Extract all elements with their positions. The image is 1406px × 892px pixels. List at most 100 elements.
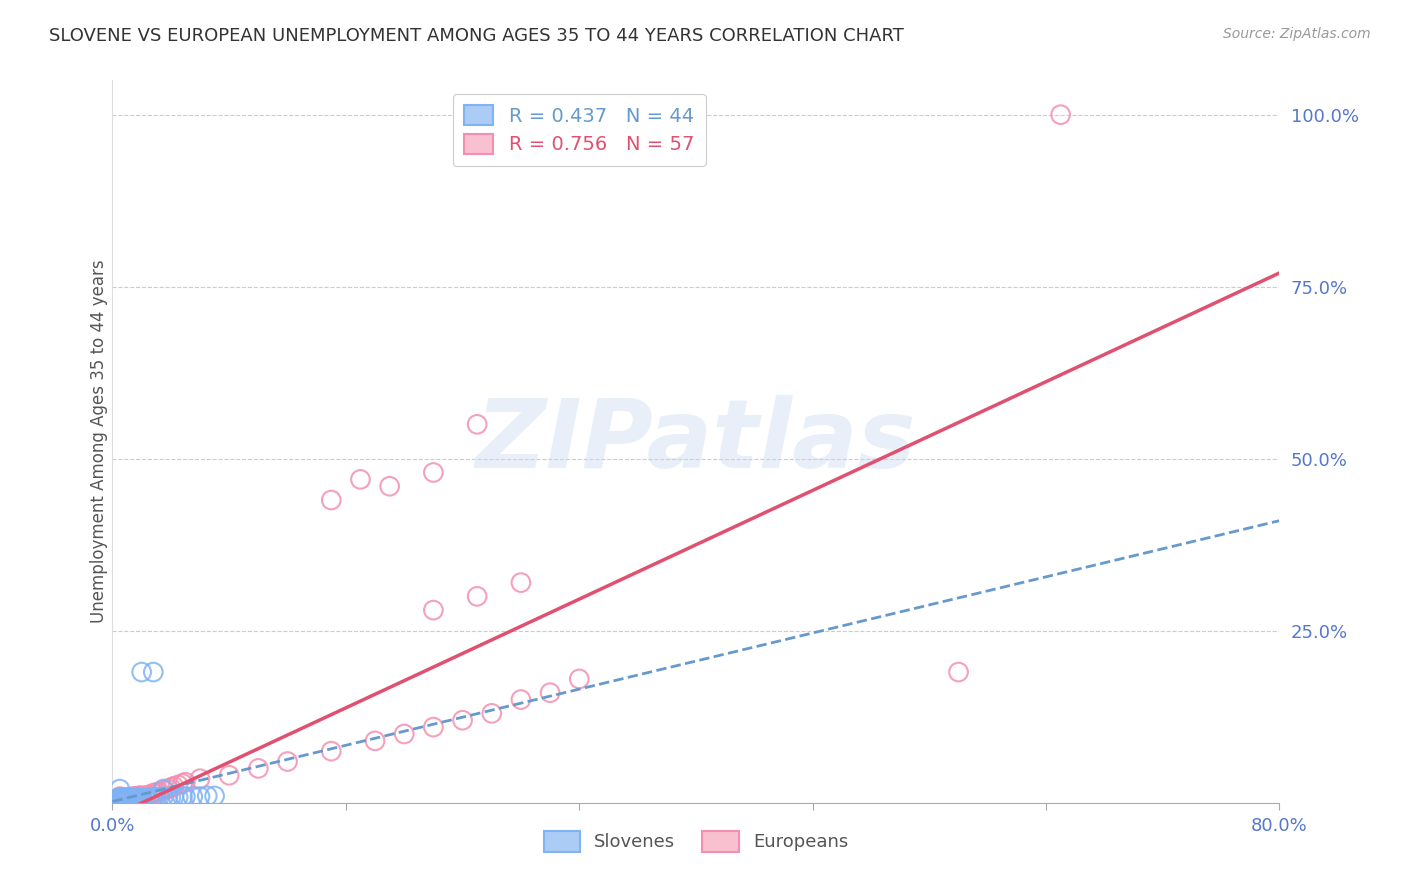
- Point: [172, 776, 194, 790]
- Point: [108, 789, 131, 804]
- Point: [124, 789, 146, 804]
- Point: [167, 790, 190, 805]
- Point: [145, 790, 167, 805]
- Point: [204, 789, 226, 803]
- Point: [120, 792, 142, 806]
- Point: [174, 789, 197, 804]
- Point: [167, 778, 190, 792]
- Point: [160, 780, 183, 795]
- Point: [107, 792, 129, 806]
- Legend: Slovenes, Europeans: Slovenes, Europeans: [537, 823, 855, 859]
- Point: [218, 768, 240, 782]
- Point: [118, 791, 141, 805]
- Point: [115, 792, 138, 806]
- Point: [142, 665, 165, 679]
- Point: [509, 575, 531, 590]
- Point: [117, 791, 139, 805]
- Point: [163, 790, 186, 805]
- Text: Source: ZipAtlas.com: Source: ZipAtlas.com: [1223, 27, 1371, 41]
- Point: [122, 789, 145, 804]
- Point: [114, 791, 136, 805]
- Point: [131, 665, 153, 679]
- Point: [125, 789, 148, 804]
- Point: [111, 793, 134, 807]
- Point: [110, 792, 132, 806]
- Point: [188, 789, 211, 804]
- Point: [138, 791, 160, 805]
- Point: [112, 792, 135, 806]
- Point: [125, 791, 148, 805]
- Text: SLOVENE VS EUROPEAN UNEMPLOYMENT AMONG AGES 35 TO 44 YEARS CORRELATION CHART: SLOVENE VS EUROPEAN UNEMPLOYMENT AMONG A…: [49, 27, 904, 45]
- Point: [163, 779, 186, 793]
- Point: [247, 761, 270, 775]
- Point: [152, 789, 174, 804]
- Point: [127, 791, 149, 805]
- Point: [465, 590, 488, 604]
- Point: [112, 791, 135, 805]
- Point: [111, 790, 134, 805]
- Point: [188, 772, 211, 786]
- Point: [394, 727, 416, 741]
- Point: [156, 782, 179, 797]
- Point: [110, 791, 132, 805]
- Point: [124, 791, 146, 805]
- Point: [145, 785, 167, 799]
- Point: [509, 692, 531, 706]
- Point: [481, 706, 503, 721]
- Point: [1049, 108, 1071, 122]
- Point: [108, 791, 131, 805]
- Y-axis label: Unemployment Among Ages 35 to 44 years: Unemployment Among Ages 35 to 44 years: [90, 260, 108, 624]
- Point: [134, 789, 156, 803]
- Point: [110, 791, 132, 805]
- Point: [108, 782, 131, 797]
- Point: [128, 789, 150, 803]
- Point: [108, 790, 131, 805]
- Point: [364, 734, 387, 748]
- Point: [172, 789, 194, 804]
- Point: [118, 790, 141, 805]
- Point: [104, 792, 127, 806]
- Point: [127, 789, 149, 804]
- Point: [111, 791, 134, 805]
- Point: [422, 466, 444, 480]
- Point: [131, 789, 153, 803]
- Point: [103, 793, 125, 807]
- Point: [134, 791, 156, 805]
- Point: [129, 789, 152, 803]
- Point: [160, 791, 183, 805]
- Point: [136, 789, 159, 803]
- Point: [115, 790, 138, 805]
- Point: [131, 791, 153, 805]
- Point: [321, 744, 343, 758]
- Point: [114, 793, 136, 807]
- Point: [148, 790, 170, 805]
- Point: [568, 672, 591, 686]
- Point: [105, 791, 128, 805]
- Point: [114, 791, 136, 805]
- Text: ZIPatlas: ZIPatlas: [475, 395, 917, 488]
- Point: [538, 686, 561, 700]
- Point: [349, 472, 371, 486]
- Point: [105, 792, 128, 806]
- Point: [948, 665, 970, 679]
- Point: [195, 789, 218, 803]
- Point: [181, 789, 204, 804]
- Point: [122, 791, 145, 805]
- Point: [112, 792, 135, 806]
- Point: [129, 791, 152, 805]
- Point: [107, 791, 129, 805]
- Point: [378, 479, 401, 493]
- Point: [148, 785, 170, 799]
- Point: [139, 788, 162, 802]
- Point: [117, 791, 139, 805]
- Point: [422, 603, 444, 617]
- Point: [128, 791, 150, 805]
- Point: [276, 755, 298, 769]
- Point: [465, 417, 488, 432]
- Point: [142, 790, 165, 805]
- Point: [152, 782, 174, 797]
- Point: [156, 790, 179, 805]
- Point: [321, 493, 343, 508]
- Point: [174, 775, 197, 789]
- Point: [115, 790, 138, 805]
